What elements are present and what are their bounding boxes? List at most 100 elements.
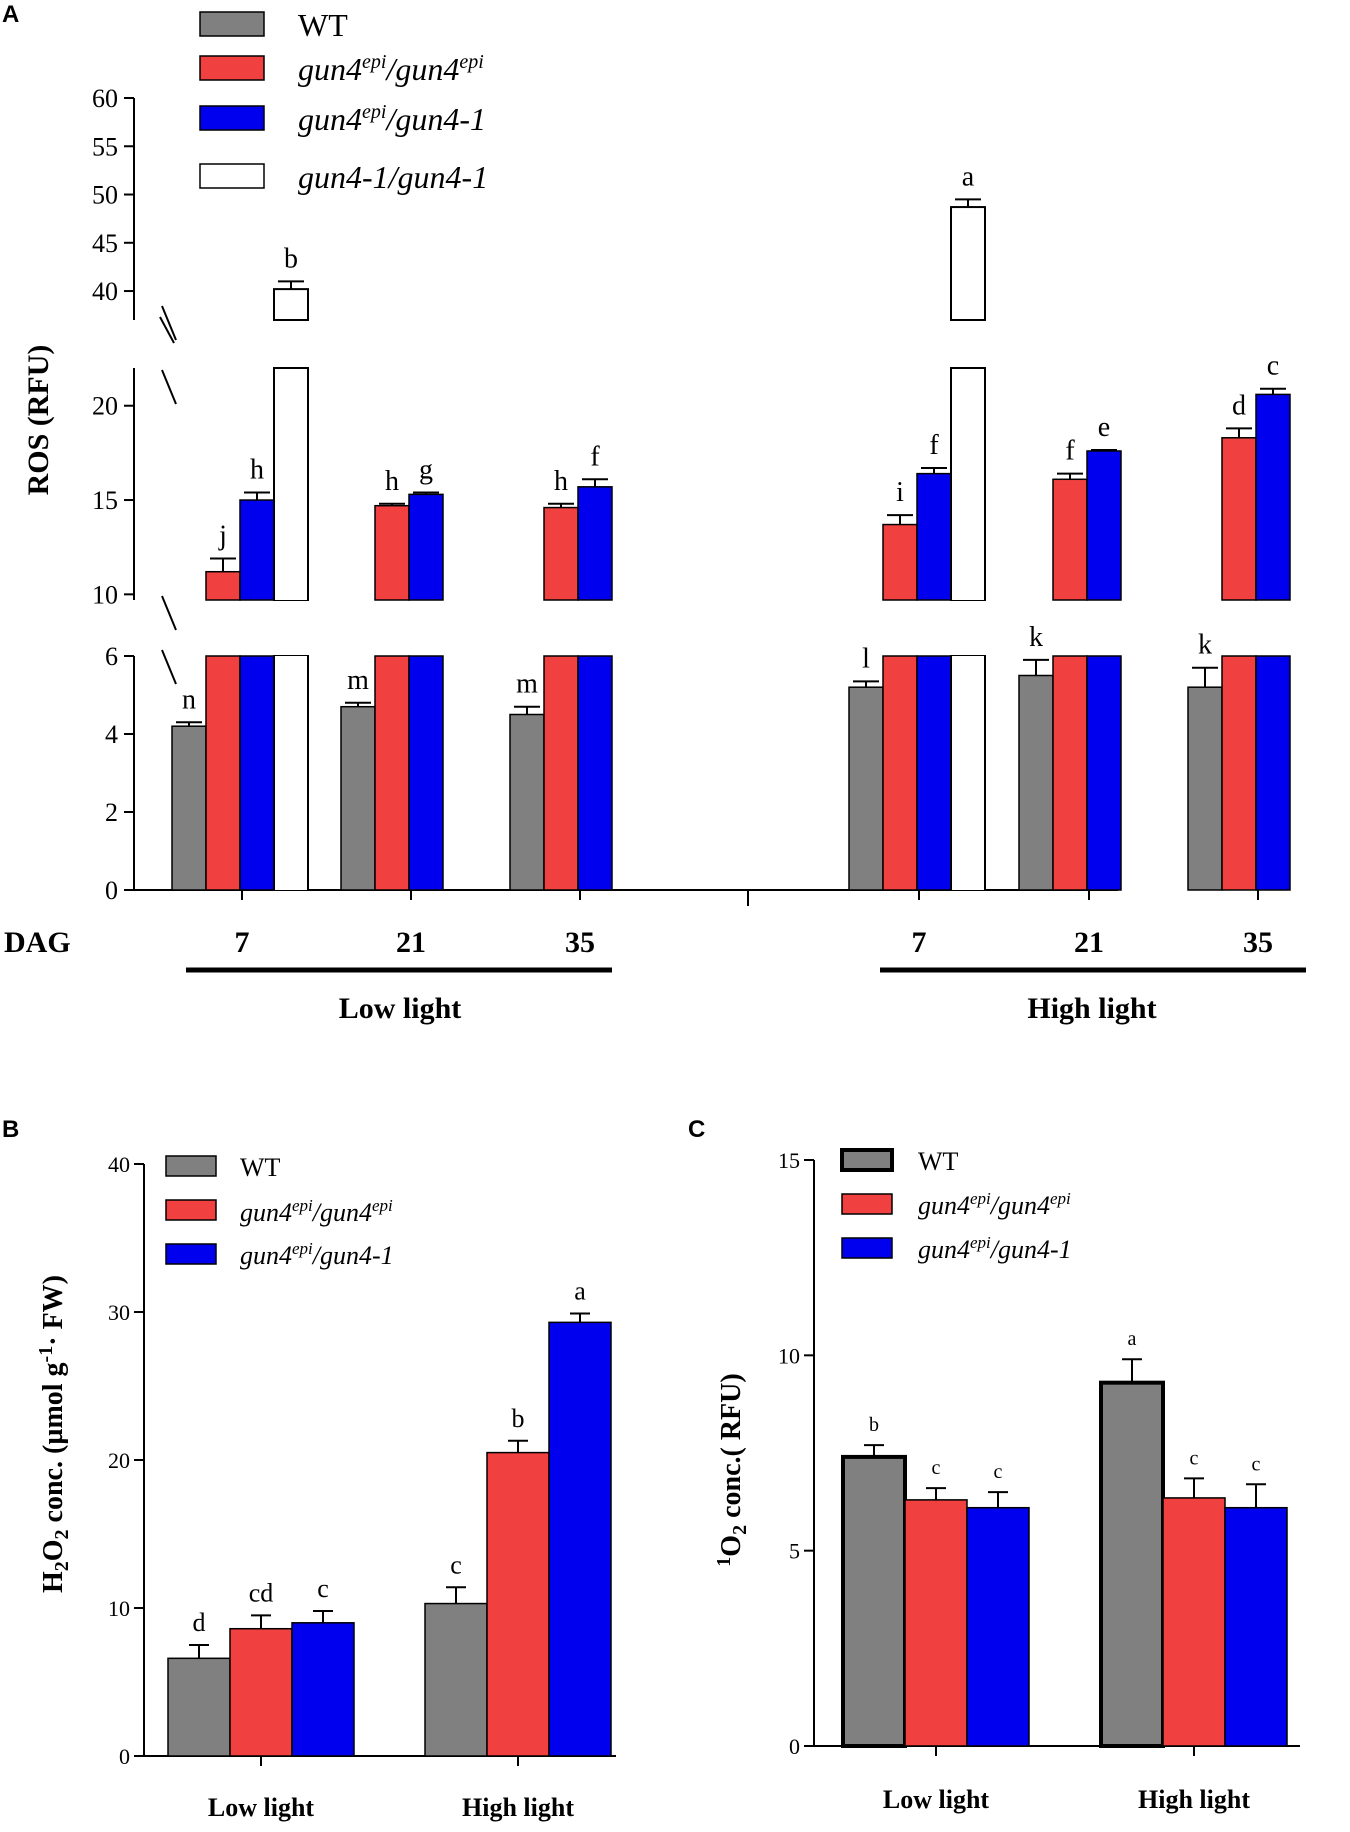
- bar-a-null-cover: [275, 369, 307, 600]
- legend-b: WT gun4epi/gun4epi gun4epi/gun4-1: [165, 1153, 394, 1270]
- y-tick-label: 10: [108, 1596, 130, 1621]
- legend-label-wt: WT: [298, 7, 348, 43]
- legend-c-swatch-wt: [840, 1148, 894, 1172]
- bar-a-null: [950, 206, 986, 321]
- sig-label: d: [193, 1608, 206, 1637]
- x-tick-label: Low light: [883, 1785, 990, 1814]
- bar-a-het: [239, 655, 275, 891]
- sig-label-a: b: [284, 243, 298, 274]
- y-tick-label: 20: [108, 1448, 130, 1473]
- bar-a-epi: [1052, 478, 1088, 601]
- bar-a-epi: [374, 655, 410, 891]
- x-axis-title-dag: DAG: [4, 926, 71, 959]
- bar-het: [966, 1506, 1030, 1747]
- x-tick-label-a: 35: [1243, 926, 1273, 959]
- legend-b-swatch-wt: [165, 1155, 217, 1177]
- bar-a-het: [1086, 655, 1122, 891]
- y-tick-label: 40: [108, 1152, 130, 1177]
- sig-label-a: m: [516, 669, 538, 700]
- bar-het: [1224, 1506, 1288, 1747]
- legend-b-swatch-het: [165, 1243, 217, 1265]
- y-tick-label-a: 0: [105, 876, 118, 905]
- y-ticks-a: 0 2 4 6 10 15 20 40 45 50 55 60: [92, 84, 134, 905]
- bar-a-het: [916, 655, 952, 891]
- bar-a-epi: [1221, 437, 1257, 601]
- y-tick-label: 0: [789, 1734, 800, 1759]
- bar-wt: [1099, 1380, 1165, 1749]
- y-ticks-b: 0 10 20 30 40: [108, 1152, 144, 1769]
- sig-label: b: [512, 1404, 525, 1433]
- bar-wt: [167, 1657, 231, 1757]
- legend-c-label-wt: WT: [918, 1147, 959, 1176]
- bar-a-wt: [509, 713, 545, 891]
- sig-label-a: k: [1198, 630, 1212, 661]
- bar-a-epi: [543, 506, 579, 601]
- sig-label-a: h: [385, 466, 399, 497]
- bar-a-epi: [1052, 655, 1088, 891]
- sig-label-a: l: [862, 643, 870, 674]
- bar-a-wt: [340, 705, 376, 891]
- x-tick-label-a: 21: [396, 926, 426, 959]
- bar-a-null: [273, 288, 309, 321]
- y-ticks-c: 0 5 10 15: [778, 1148, 814, 1759]
- sig-label: cd: [249, 1578, 274, 1607]
- sig-label-a: h: [554, 466, 568, 497]
- bar-a-null-cover: [952, 369, 984, 600]
- bar-a-het: [408, 493, 444, 601]
- sig-label-a: e: [1098, 412, 1110, 443]
- bars-c: b a c c c c: [841, 1328, 1288, 1749]
- y-tick-label-a: 10: [92, 580, 118, 609]
- bar-a-het: [1255, 655, 1291, 891]
- group-label-low: Low light: [339, 992, 462, 1025]
- legend-b-label-het: gun4epi/gun4-1: [240, 1239, 394, 1270]
- y-tick-label: 0: [119, 1744, 130, 1769]
- legend-a: WT gun4epi/gun4epi gun4epi/gun4-1 gun4-1…: [199, 7, 488, 195]
- bar-epi: [1162, 1497, 1226, 1747]
- sig-label-a: n: [182, 684, 196, 715]
- sig-label: c: [1252, 1453, 1261, 1475]
- bar-a-epi: [882, 523, 918, 601]
- legend-label-epi: gun4epi/gun4epi: [298, 51, 484, 87]
- bar-a-epi: [543, 655, 579, 891]
- y-tick-label-a: 55: [92, 132, 118, 161]
- bar-a-wt: [848, 686, 884, 891]
- sig-label-a: f: [929, 430, 939, 461]
- y-tick-label-a: 15: [92, 486, 118, 515]
- sig-label: c: [1190, 1447, 1199, 1469]
- legend-swatch-het: [199, 105, 265, 131]
- legend-label-het: gun4epi/gun4-1: [298, 101, 486, 137]
- bar-a-wt: [1018, 674, 1054, 891]
- legend-c-swatch-het: [841, 1237, 893, 1259]
- bar-wt: [424, 1602, 488, 1757]
- sig-label-a: f: [590, 441, 600, 472]
- bar-a-het: [239, 499, 275, 601]
- bar-a-epi: [205, 655, 241, 891]
- sig-label-a: j: [218, 521, 227, 552]
- bar-a-epi: [374, 504, 410, 601]
- bar-epi: [904, 1499, 968, 1747]
- y-axis-title-b: H2O2 conc. (µmol g-1· FW): [35, 1275, 73, 1593]
- y-axis-title-a: ROS (RFU): [22, 345, 55, 496]
- sig-label-a: g: [419, 454, 433, 485]
- legend-label-null: gun4-1/gun4-1: [298, 159, 488, 195]
- panel-label-c: C: [688, 1116, 705, 1143]
- bar-epi: [229, 1627, 293, 1757]
- sig-label: a: [1128, 1328, 1137, 1350]
- legend-c-swatch-epi: [841, 1193, 893, 1215]
- bar-a-het: [916, 472, 952, 601]
- x-ticks-a: 7 21 35 7 21 35: [235, 890, 1273, 959]
- legend-b-swatch-epi: [165, 1199, 217, 1221]
- sig-label: c: [317, 1574, 329, 1603]
- y-tick-label: 30: [108, 1300, 130, 1325]
- y-tick-label-a: 45: [92, 229, 118, 258]
- sig-label: c: [932, 1457, 941, 1479]
- bar-a-epi: [1221, 655, 1257, 891]
- sig-label-a: f: [1065, 436, 1075, 467]
- bar-wt: [841, 1454, 907, 1748]
- sig-label-a: c: [1267, 351, 1279, 382]
- x-tick-label-a: 7: [235, 926, 250, 959]
- sig-label-a: a: [962, 161, 975, 192]
- y-tick-label-a: 60: [92, 84, 118, 113]
- sig-label: c: [994, 1461, 1003, 1483]
